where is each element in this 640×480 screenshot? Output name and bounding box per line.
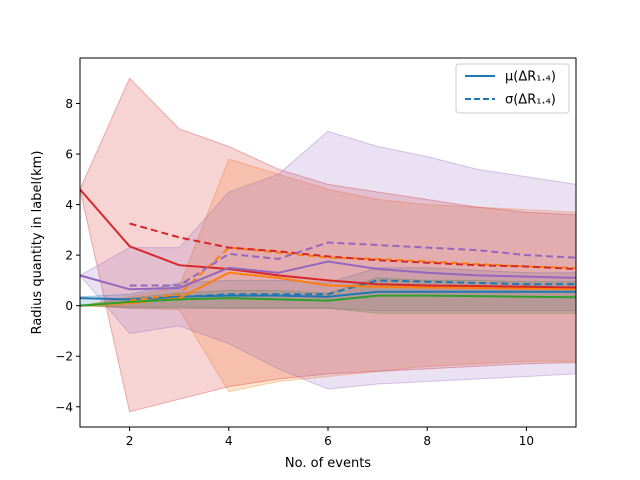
x-tick-label: 10 [519, 434, 534, 448]
legend-sigma-label: σ(ΔR₁.₄) [505, 93, 556, 108]
y-tick-label: 4 [65, 198, 73, 212]
series-lines [80, 188, 576, 307]
sigma-line-purple [129, 241, 576, 287]
y-tick-label: −2 [55, 350, 73, 364]
x-tick-label: 6 [324, 434, 332, 448]
y-tick-label: −4 [55, 400, 73, 414]
uncertainty-bands [80, 77, 576, 413]
sigma-line-blue [129, 279, 576, 305]
mu-line-green [80, 294, 576, 307]
sigma-line-red [129, 222, 576, 270]
legend-mu-label: μ(ΔR₁.₄) [505, 70, 556, 85]
y-axis-ticks: −4 −2 0 2 4 6 8 [55, 97, 80, 414]
mu-line-red [80, 188, 576, 289]
x-axis-ticks: 2 4 6 8 10 [126, 427, 534, 448]
band-red [80, 77, 576, 413]
mu-line-blue [80, 290, 576, 301]
legend: μ(ΔR₁.₄) σ(ΔR₁.₄) [455, 63, 570, 114]
y-tick-label: 6 [65, 148, 73, 162]
band-blue [80, 267, 576, 312]
x-tick-label: 4 [225, 434, 233, 448]
band-orange [80, 158, 576, 393]
y-tick-label: 2 [65, 249, 73, 263]
y-tick-label: 8 [65, 97, 73, 111]
y-tick-label: 0 [65, 299, 73, 313]
band-purple [80, 130, 576, 390]
x-axis-label: No. of events [285, 456, 371, 471]
x-tick-label: 2 [126, 434, 134, 448]
mu-line-purple [80, 260, 576, 291]
y-axis-label: Radius quantity in label(km) [30, 151, 45, 335]
x-tick-label: 8 [423, 434, 431, 448]
